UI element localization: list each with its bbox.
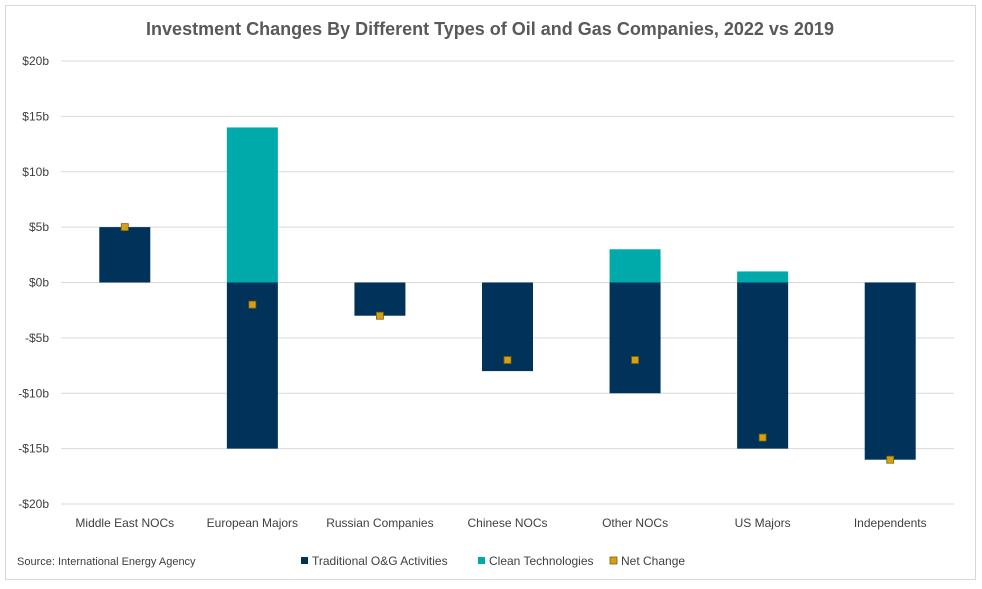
- x-tick-label: Other NOCs: [602, 516, 668, 530]
- bar-traditional-o-g-activities: [737, 282, 789, 449]
- x-tick-label: Chinese NOCs: [467, 516, 547, 530]
- y-tick-label: $20b: [22, 54, 49, 68]
- bar-traditional-o-g-activities: [226, 282, 278, 449]
- net-change-marker: [503, 356, 512, 364]
- chart-frame: Investment Changes By Different Types of…: [5, 5, 976, 580]
- y-tick-label: -$20b: [18, 497, 49, 511]
- x-axis-ticks: Middle East NOCs European Majors Russian C…: [75, 516, 926, 530]
- x-tick-label: Middle East NOCs: [75, 516, 174, 530]
- x-tick-label: Independents: [854, 516, 927, 530]
- net-change-marker: [886, 455, 895, 464]
- bar-traditional-o-g-activities: [609, 282, 661, 394]
- net-change-marker: [631, 356, 639, 364]
- bar-clean-technologies: [226, 127, 278, 283]
- y-axis-ticks: $20b $15b $10b $5b $0b -$5b -$10b -$15b -$20b: [18, 54, 49, 511]
- y-tick-label: -$10b: [18, 386, 49, 400]
- x-tick-label: Russian Companies: [326, 516, 433, 530]
- chart: Investment Changes By Different Types of…: [17, 19, 954, 568]
- y-tick-label: $0b: [29, 276, 49, 290]
- bar-clean-technologies: [609, 249, 661, 283]
- chart-title: Investment Changes By Different Types of…: [146, 19, 834, 39]
- y-tick-label: -$5b: [25, 331, 49, 345]
- legend-swatch-net-change: [609, 556, 618, 565]
- net-change-marker: [758, 433, 767, 442]
- net-change-markers: [120, 223, 895, 464]
- bar-clean-technologies: [737, 271, 789, 283]
- legend-label-traditional-o-g-activities: Traditional O&G Activities: [312, 554, 448, 568]
- bar-traditional-o-g-activities: [864, 282, 916, 460]
- bars: [99, 127, 916, 460]
- bar-traditional-o-g-activities: [99, 227, 151, 283]
- x-tick-label: European Majors: [207, 516, 298, 530]
- y-tick-label: $5b: [29, 220, 49, 234]
- legend-swatch-clean-technologies: [478, 557, 485, 564]
- y-tick-label: -$15b: [18, 442, 49, 456]
- net-change-marker: [248, 300, 257, 309]
- y-tick-label: $15b: [22, 109, 49, 123]
- legend-label-clean-technologies: Clean Technologies: [489, 554, 594, 568]
- y-tick-label: $10b: [22, 165, 49, 179]
- legend: Traditional O&G Activities Clean Technolo…: [301, 554, 685, 568]
- x-tick-label: US Majors: [735, 516, 791, 530]
- net-change-marker: [120, 223, 129, 232]
- bar-traditional-o-g-activities: [354, 282, 406, 316]
- legend-label-net-change: Net Change: [621, 554, 685, 568]
- source-note: Source: International Energy Agency: [17, 556, 196, 568]
- legend-swatch-traditional-o-g-activities: [301, 557, 308, 564]
- net-change-marker: [376, 311, 384, 320]
